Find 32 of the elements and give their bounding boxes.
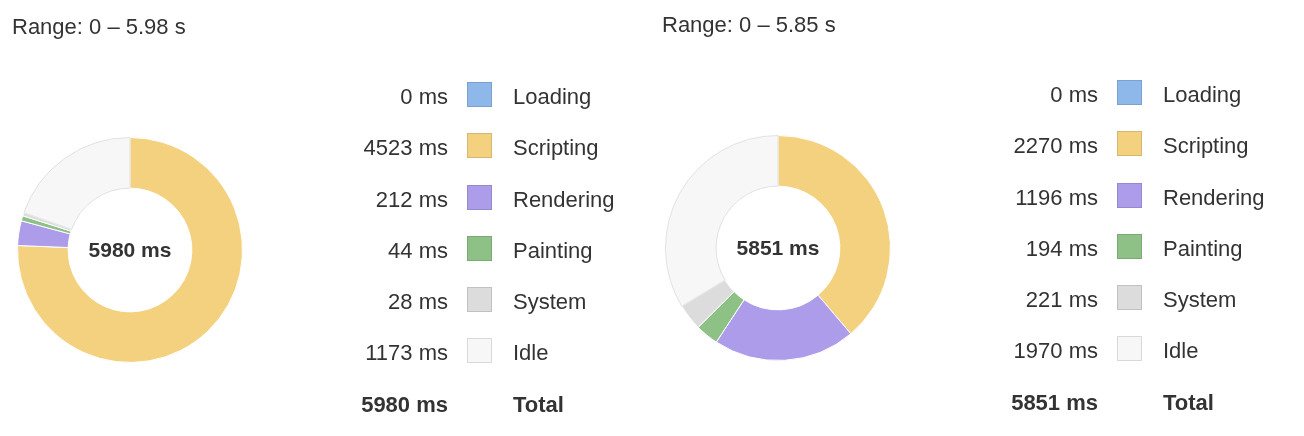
legend-label: Painting: [513, 237, 593, 264]
legend-label: Rendering: [513, 186, 615, 213]
legend-label: Painting: [1163, 235, 1243, 262]
text: Total: [1163, 389, 1214, 416]
data-label: 1970 ms: [1012, 338, 1098, 365]
text: 0 ms: [400, 84, 448, 109]
text: Total: [513, 391, 564, 418]
text: 0 ms: [1050, 82, 1098, 107]
legend-label: Scripting: [1163, 133, 1249, 160]
legend-label: Loading: [1163, 82, 1242, 108]
legend-label: Scripting: [513, 135, 599, 162]
chart-title: Range: 0 – 5.85 s: [662, 12, 836, 38]
data-label: 221 ms: [1024, 287, 1098, 314]
legend-label: Idle: [1163, 338, 1199, 365]
data-label: 44 ms: [387, 237, 448, 264]
text: 5980 ms: [88, 238, 172, 261]
data-label: 1173 ms: [364, 340, 448, 367]
legend-label: System: [513, 289, 587, 316]
legend-label: Loading: [513, 84, 592, 110]
legend-label: System: [1163, 287, 1237, 314]
data-label: 194 ms: [1024, 235, 1098, 262]
text: 5851 ms: [736, 236, 820, 259]
legend-label: Idle: [513, 340, 549, 367]
data-label: 1196 ms: [1014, 184, 1098, 211]
text: 5980 ms: [361, 391, 448, 417]
text: 5851 ms: [1011, 389, 1098, 415]
legend-label: Rendering: [1163, 184, 1265, 211]
data-label: 4523 ms: [362, 135, 448, 162]
data-label: 212 ms: [374, 186, 448, 213]
chart-title: Range: 0 – 5.98 s: [12, 14, 186, 40]
data-label: 28 ms: [387, 289, 448, 316]
data-label: 2270 ms: [1012, 133, 1098, 160]
